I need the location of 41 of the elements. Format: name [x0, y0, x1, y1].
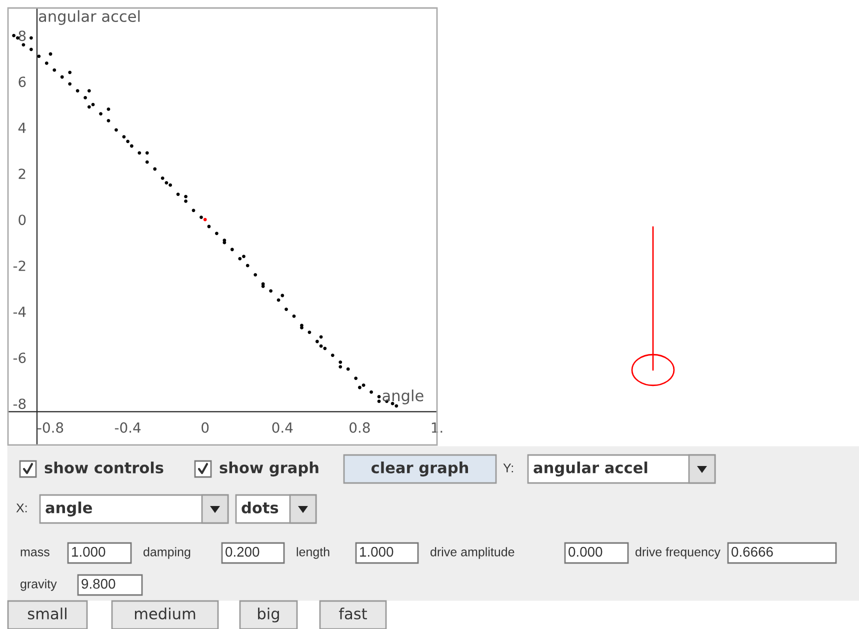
text: angular accel: [534, 462, 648, 476]
x-tick-label: 1.: [432, 422, 442, 433]
text: damping: [144, 547, 190, 559]
text: show controls: [44, 462, 164, 474]
y-tick-label: 4: [18, 122, 26, 133]
text: fast: [339, 608, 367, 620]
text: show graph: [220, 462, 318, 476]
y-tick-label: -8: [13, 398, 26, 410]
text: 0.000: [568, 546, 602, 557]
x-axis-title: angle: [382, 390, 424, 404]
text: gravity: [20, 579, 57, 591]
y-tick-label: -4: [13, 306, 26, 317]
text: 0.6666: [732, 546, 773, 557]
x-tick-label: 0.8: [350, 422, 370, 433]
text: length: [296, 547, 330, 559]
y-tick-label: -2: [13, 260, 26, 271]
text: dots: [242, 502, 278, 514]
text: clear graph: [371, 462, 468, 476]
text: mass: [20, 550, 50, 556]
text: drive amplitude: [430, 547, 514, 559]
x-tick-label: 0: [202, 422, 209, 433]
x-tick-label: -0.4: [114, 422, 141, 433]
text: medium: [134, 608, 196, 620]
x-tick-label: 0.4: [272, 422, 293, 433]
y-axis-title: angular accel: [38, 10, 140, 25]
text: angle: [46, 502, 92, 516]
text: Y:: [503, 464, 513, 472]
x-tick-label: -0.8: [38, 422, 64, 433]
y-tick-label: 0: [18, 214, 26, 226]
text: 0.200: [226, 546, 260, 557]
y-tick-label: 6: [18, 76, 26, 88]
text: X:: [16, 504, 27, 512]
text: 1.000: [360, 546, 394, 557]
y-tick-label: 2: [18, 168, 26, 179]
text: 1.000: [72, 546, 106, 557]
text: small: [28, 608, 66, 620]
text: drive frequency: [636, 547, 720, 559]
y-tick-label: -6: [13, 352, 26, 364]
text: 9.800: [82, 578, 116, 589]
y-tick-label: 8: [18, 30, 26, 42]
text: big: [258, 608, 279, 622]
